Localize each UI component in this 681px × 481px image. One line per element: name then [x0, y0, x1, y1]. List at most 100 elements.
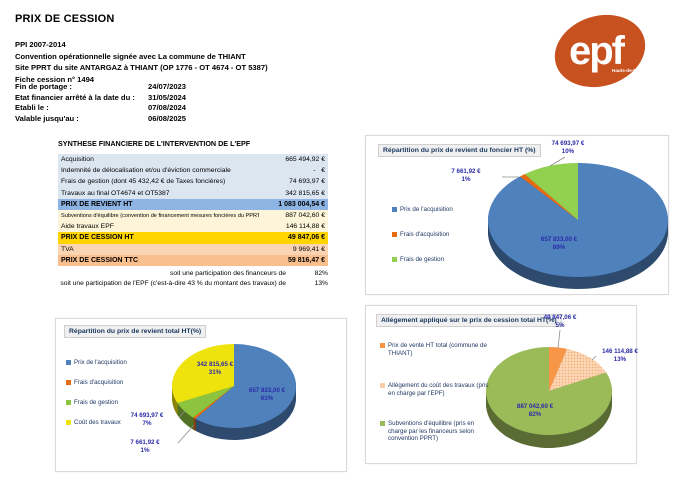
pie-data-label-pct: 1%	[461, 175, 471, 183]
label-leader-line	[557, 329, 561, 349]
chart-title: Allégement appliqué sur le prix de cessi…	[376, 314, 562, 327]
legend-label: Prix de vente HT total (commune de THIAN…	[388, 342, 487, 357]
chart-foncier-ht: Répartition du prix de revient du foncie…	[365, 135, 669, 295]
legend-item: Prix de l'acquisition	[66, 359, 176, 367]
legend-item: Frais de gestion	[66, 399, 176, 407]
table-row: PRIX DE REVIENT HT 1 083 004,54 €	[58, 198, 328, 210]
epf-logo-region: Hauts-de-France	[612, 68, 649, 73]
intro-line: Site PPRT du site ANTARGAZ à THIANT (OP …	[15, 63, 268, 73]
pie-data-label-value: 887 042,60 €	[516, 403, 554, 410]
date-label: Valable jusqu'au :	[15, 113, 79, 123]
date-value: 07/08/2024	[148, 103, 187, 113]
row-label: Subventions d'équilibre (convention de f…	[61, 212, 259, 219]
row-label: Travaux au final OT4674 et OT5387	[61, 189, 170, 197]
pie-data-label-value: 146 114,88 €	[602, 348, 638, 355]
pie-data-label-value: 7 661,92 €	[130, 439, 160, 446]
legend-item: Subventions d'équilibre (pris en charge …	[380, 420, 492, 443]
intro-line: Fiche cession n° 1494	[15, 74, 95, 84]
pie-data-label-value: 74 693,97 €	[551, 140, 585, 147]
legend-item: Allègement du coût des travaux (pris en …	[380, 382, 492, 397]
legend-label: Allègement du coût des travaux (pris en …	[388, 382, 489, 397]
pie-data-label: 74 693,97 €10%	[552, 140, 585, 155]
epf-logo: epf Hauts-de-France	[552, 10, 652, 94]
epf-logo-text: epf	[569, 29, 626, 73]
pie-data-label-pct: 89%	[552, 243, 566, 251]
row-value: 665 494,92 €	[285, 156, 325, 164]
table-row: PRIX DE CESSION TTC 59 816,47 €	[58, 254, 328, 266]
legend-label: Frais de gestion	[400, 256, 445, 263]
pie-data-label-value: 7 661,92 €	[451, 168, 481, 175]
pie-data-label-value: 49 847,06 €	[543, 314, 577, 321]
pie-data-label-pct: 7%	[142, 419, 152, 427]
pie-data-label: 146 114,88 €13%	[602, 348, 638, 363]
legend-item: Frais d'acquisition	[66, 379, 176, 387]
financial-table: Acquisition 665 494,92 € Indemnité de délo…	[58, 154, 328, 266]
legend-label: Frais de gestion	[74, 399, 119, 406]
date-label: Etabli le :	[15, 103, 49, 113]
table-row: Frais de gestion (dont 45 432,42 € de Ta…	[58, 176, 328, 188]
intro-line: PPI 2007-2014	[15, 40, 66, 49]
synthese-heading: SYNTHESE FINANCIERE DE L'INTERVENTION DE…	[58, 139, 251, 148]
pie-slice	[195, 344, 297, 428]
date-value: 31/05/2024	[148, 92, 187, 102]
pie-data-label-value: 657 833,00 €	[248, 387, 286, 394]
pie-slice	[520, 174, 578, 220]
participation-value: 13%	[314, 280, 328, 288]
row-value: 9 969,41 €	[292, 245, 325, 253]
chart-title: Répartition du prix de revient du foncie…	[378, 144, 541, 157]
date-label: Etat financier arrêté à la date du :	[15, 92, 135, 102]
pie-slice	[524, 163, 578, 220]
legend-marker	[66, 400, 71, 405]
pie-data-label: 887 042,60 €82%	[517, 403, 553, 418]
date-label: Fin de portage :	[15, 82, 72, 91]
pie-slice	[485, 347, 612, 435]
row-value: - €	[313, 167, 325, 175]
row-label: Acquisition	[61, 156, 94, 164]
legend-item: Coût des travaux	[66, 419, 176, 427]
pie-slice	[549, 348, 607, 391]
table-row: Travaux au final OT4674 et OT5387 342 815…	[58, 187, 328, 199]
table-row: Aide travaux EPF 146 114,88 €	[58, 221, 328, 233]
legend-label: Prix de l'acquisition	[400, 206, 453, 213]
pie-data-label-value: 342 815,65 €	[196, 361, 234, 368]
legend-label: Subventions d'équilibre (pris en charge …	[388, 420, 475, 443]
pie-data-label: 74 693,97 €7%	[131, 412, 164, 427]
table-row: PRIX DE CESSION HT 49 847,06 €	[58, 232, 328, 244]
pie-chart-canvas	[172, 344, 297, 444]
pie-slice	[172, 344, 234, 404]
row-value: 146 114,88 €	[285, 223, 325, 231]
pie-slice	[193, 386, 234, 419]
dates-block: Fin de portage : 24/07/2023 Etat financier…	[15, 82, 240, 124]
table-row: Acquisition 665 494,92 €	[58, 154, 328, 166]
row-label: Indemnité de délocalisation et/ou d'évic…	[61, 167, 231, 175]
label-leader-line	[591, 355, 597, 361]
date-value: 24/07/2023	[148, 82, 187, 91]
pie-data-label-pct: 13%	[613, 355, 627, 363]
legend-marker	[392, 207, 397, 212]
table-row: Subventions d'équilibre (convention de f…	[58, 209, 328, 222]
epf-logo-blob	[554, 14, 646, 88]
label-leader-line	[177, 424, 195, 444]
intro-block: PPI 2007-2014 Convention opérationnelle s…	[15, 39, 268, 85]
participation-value: 82%	[314, 270, 328, 277]
row-label: Aide travaux EPF	[61, 223, 114, 231]
date-row: Fin de portage : 24/07/2023	[15, 82, 240, 93]
legend-item: Prix de l'acquisition	[392, 206, 512, 214]
pie-data-label: 7 661,92 €1%	[451, 168, 480, 183]
row-value: 59 816,47 €	[288, 256, 325, 264]
participation-label: soit une participation de l'EPF (c'est-à…	[60, 280, 286, 288]
label-leader-line	[178, 410, 186, 418]
chart-revient-total-ht: Répartition du prix de revient total HT(…	[55, 318, 347, 472]
legend-marker	[66, 360, 71, 365]
participation-row: soit une participation des financeurs de…	[40, 269, 328, 279]
row-value: 49 847,06 €	[288, 234, 325, 242]
pie-data-label-pct: 61%	[260, 394, 274, 402]
date-row: Valable jusqu'au : 06/08/2025	[15, 114, 240, 125]
pie-data-label: 49 847,06 €5%	[544, 314, 577, 329]
legend-item: Prix de vente HT total (commune de THIAN…	[380, 342, 492, 357]
epf-logo-graphic: epf Hauts-de-France	[554, 14, 649, 88]
legend-marker	[380, 383, 385, 388]
row-value: 1 083 004,54 €	[278, 200, 325, 208]
legend-label: Frais d'acquisition	[74, 379, 124, 386]
intro-line: Convention opérationnelle signée avec La…	[15, 51, 246, 61]
